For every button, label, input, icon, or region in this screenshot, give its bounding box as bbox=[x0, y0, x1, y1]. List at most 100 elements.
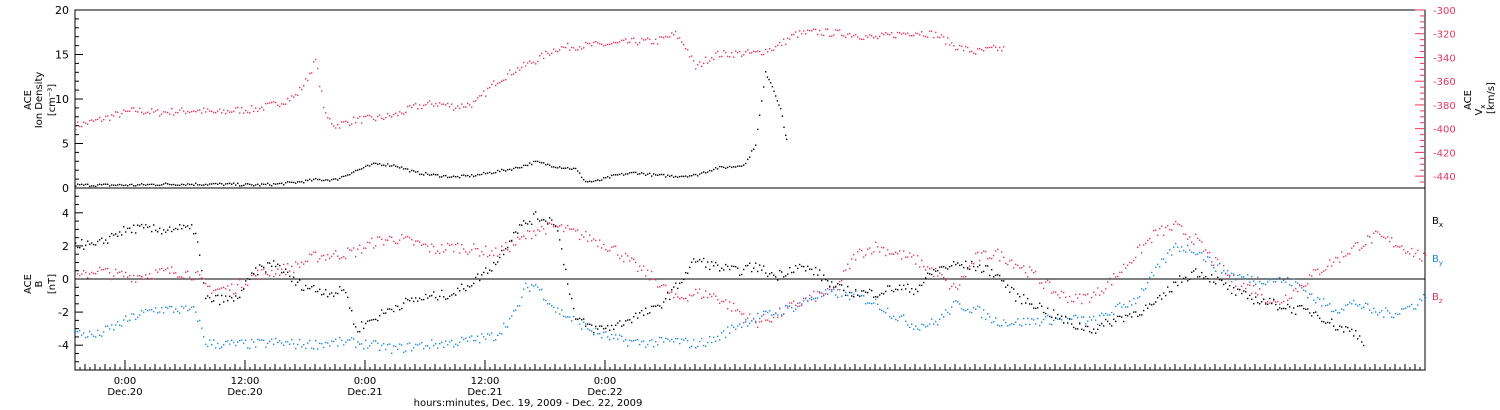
data-point-s3-172 bbox=[419, 343, 421, 345]
data-point-s4-624 bbox=[1323, 270, 1325, 272]
data-point-s3-516 bbox=[1107, 314, 1109, 316]
data-point-s1-102 bbox=[279, 105, 281, 108]
data-point-s2-115 bbox=[305, 284, 307, 287]
data-point-s4-431 bbox=[937, 275, 939, 277]
data-point-s4-532 bbox=[1139, 244, 1141, 246]
data-point-s1-31 bbox=[137, 111, 139, 113]
data-point-s4-9 bbox=[93, 272, 95, 275]
data-point-s1-173 bbox=[421, 107, 423, 110]
data-point-s4-316 bbox=[707, 296, 709, 299]
data-point-s3-419 bbox=[913, 328, 915, 330]
data-point-s4-93 bbox=[261, 269, 263, 271]
data-point-s4-145 bbox=[365, 247, 367, 249]
data-point-s2-590 bbox=[1255, 296, 1257, 298]
data-point-s2-551 bbox=[1177, 284, 1179, 287]
data-point-s3-589 bbox=[1253, 280, 1255, 282]
data-point-s3-88 bbox=[251, 338, 253, 341]
data-point-s4-130 bbox=[335, 250, 337, 252]
data-point-s2-357 bbox=[789, 267, 791, 269]
data-point-s2-42 bbox=[159, 227, 161, 230]
data-point-s1-383 bbox=[841, 34, 843, 36]
data-point-s4-632 bbox=[1339, 261, 1341, 263]
data-point-s4-121 bbox=[317, 260, 319, 263]
data-point-s3-245 bbox=[565, 316, 567, 318]
data-point-s2-537 bbox=[1149, 303, 1151, 305]
data-point-s3-354 bbox=[783, 313, 785, 315]
data-point-s2-158 bbox=[391, 308, 393, 311]
data-point-s4-275 bbox=[625, 252, 627, 255]
data-point-s1-291 bbox=[657, 43, 659, 45]
data-point-s2-600 bbox=[1275, 303, 1277, 306]
data-point-s4-535 bbox=[1145, 242, 1147, 245]
data-point-s0-253 bbox=[581, 176, 583, 179]
data-point-s2-420 bbox=[915, 288, 917, 290]
data-point-s4-655 bbox=[1385, 237, 1387, 240]
data-point-s3-372 bbox=[819, 291, 821, 293]
data-point-s4-323 bbox=[721, 300, 723, 303]
data-point-s3-180 bbox=[435, 343, 437, 345]
data-point-s2-515 bbox=[1105, 318, 1107, 321]
data-point-s4-510 bbox=[1095, 294, 1097, 296]
data-point-s1-318 bbox=[711, 57, 713, 59]
data-point-s4-112 bbox=[299, 266, 301, 268]
data-point-s0-117 bbox=[309, 178, 311, 180]
data-point-s4-139 bbox=[353, 247, 355, 249]
data-point-s3-570 bbox=[1215, 270, 1217, 272]
data-point-s3-562 bbox=[1199, 251, 1201, 254]
data-point-s4-181 bbox=[437, 250, 439, 252]
data-point-s3-285 bbox=[645, 346, 647, 348]
data-point-s2-160 bbox=[395, 305, 397, 307]
data-point-s4-102 bbox=[279, 274, 281, 276]
data-point-s3-445 bbox=[965, 309, 967, 312]
data-point-s0-177 bbox=[429, 174, 431, 176]
data-point-s2-122 bbox=[319, 288, 321, 291]
data-point-s3-415 bbox=[905, 320, 907, 322]
data-point-s4-249 bbox=[573, 228, 575, 230]
data-point-s0-176 bbox=[427, 173, 429, 175]
data-point-s2-182 bbox=[439, 295, 441, 298]
data-point-s1-338 bbox=[751, 52, 753, 54]
data-point-s2-547 bbox=[1169, 291, 1171, 293]
data-point-s4-522 bbox=[1119, 271, 1121, 274]
data-point-s3-514 bbox=[1103, 314, 1105, 316]
data-point-s4-3 bbox=[81, 273, 83, 275]
data-point-s2-231 bbox=[537, 218, 539, 220]
data-point-s1-95 bbox=[265, 102, 267, 105]
data-point-s1-43 bbox=[161, 113, 163, 115]
data-point-s1-14 bbox=[103, 118, 105, 121]
data-point-s2-92 bbox=[259, 264, 261, 266]
data-point-s4-625 bbox=[1325, 269, 1327, 271]
data-point-s0-279 bbox=[633, 171, 635, 174]
data-point-s0-31 bbox=[137, 184, 139, 186]
data-point-s2-264 bbox=[603, 328, 605, 330]
data-point-s4-391 bbox=[857, 251, 859, 253]
data-point-s4-466 bbox=[1007, 263, 1009, 266]
data-point-s4-138 bbox=[351, 249, 353, 252]
data-point-s4-373 bbox=[821, 292, 823, 294]
data-point-s2-139 bbox=[353, 323, 355, 325]
data-point-s2-518 bbox=[1111, 325, 1113, 327]
data-point-s2-321 bbox=[717, 264, 719, 266]
data-point-s1-109 bbox=[293, 96, 295, 98]
data-point-s4-587 bbox=[1249, 284, 1251, 286]
data-point-s4-547 bbox=[1169, 228, 1171, 231]
data-point-s1-457 bbox=[989, 46, 991, 49]
data-point-s2-52 bbox=[179, 224, 181, 226]
data-point-s3-365 bbox=[805, 297, 807, 299]
data-point-s4-441 bbox=[957, 288, 959, 290]
data-point-s1-62 bbox=[199, 109, 201, 111]
data-point-s2-46 bbox=[167, 229, 169, 231]
data-point-s3-110 bbox=[295, 347, 297, 350]
data-point-s0-341 bbox=[757, 128, 759, 131]
data-point-s2-18 bbox=[111, 232, 113, 235]
data-point-s2-131 bbox=[337, 292, 339, 295]
data-point-s3-230 bbox=[535, 284, 537, 286]
data-point-s2-473 bbox=[1021, 302, 1023, 305]
data-point-s4-307 bbox=[689, 294, 691, 296]
data-point-s1-35 bbox=[145, 112, 147, 114]
data-point-s2-287 bbox=[649, 312, 651, 314]
data-point-s2-93 bbox=[261, 265, 263, 267]
data-point-s4-609 bbox=[1293, 289, 1295, 292]
data-point-s4-480 bbox=[1035, 270, 1037, 273]
data-point-s1-276 bbox=[627, 42, 629, 44]
